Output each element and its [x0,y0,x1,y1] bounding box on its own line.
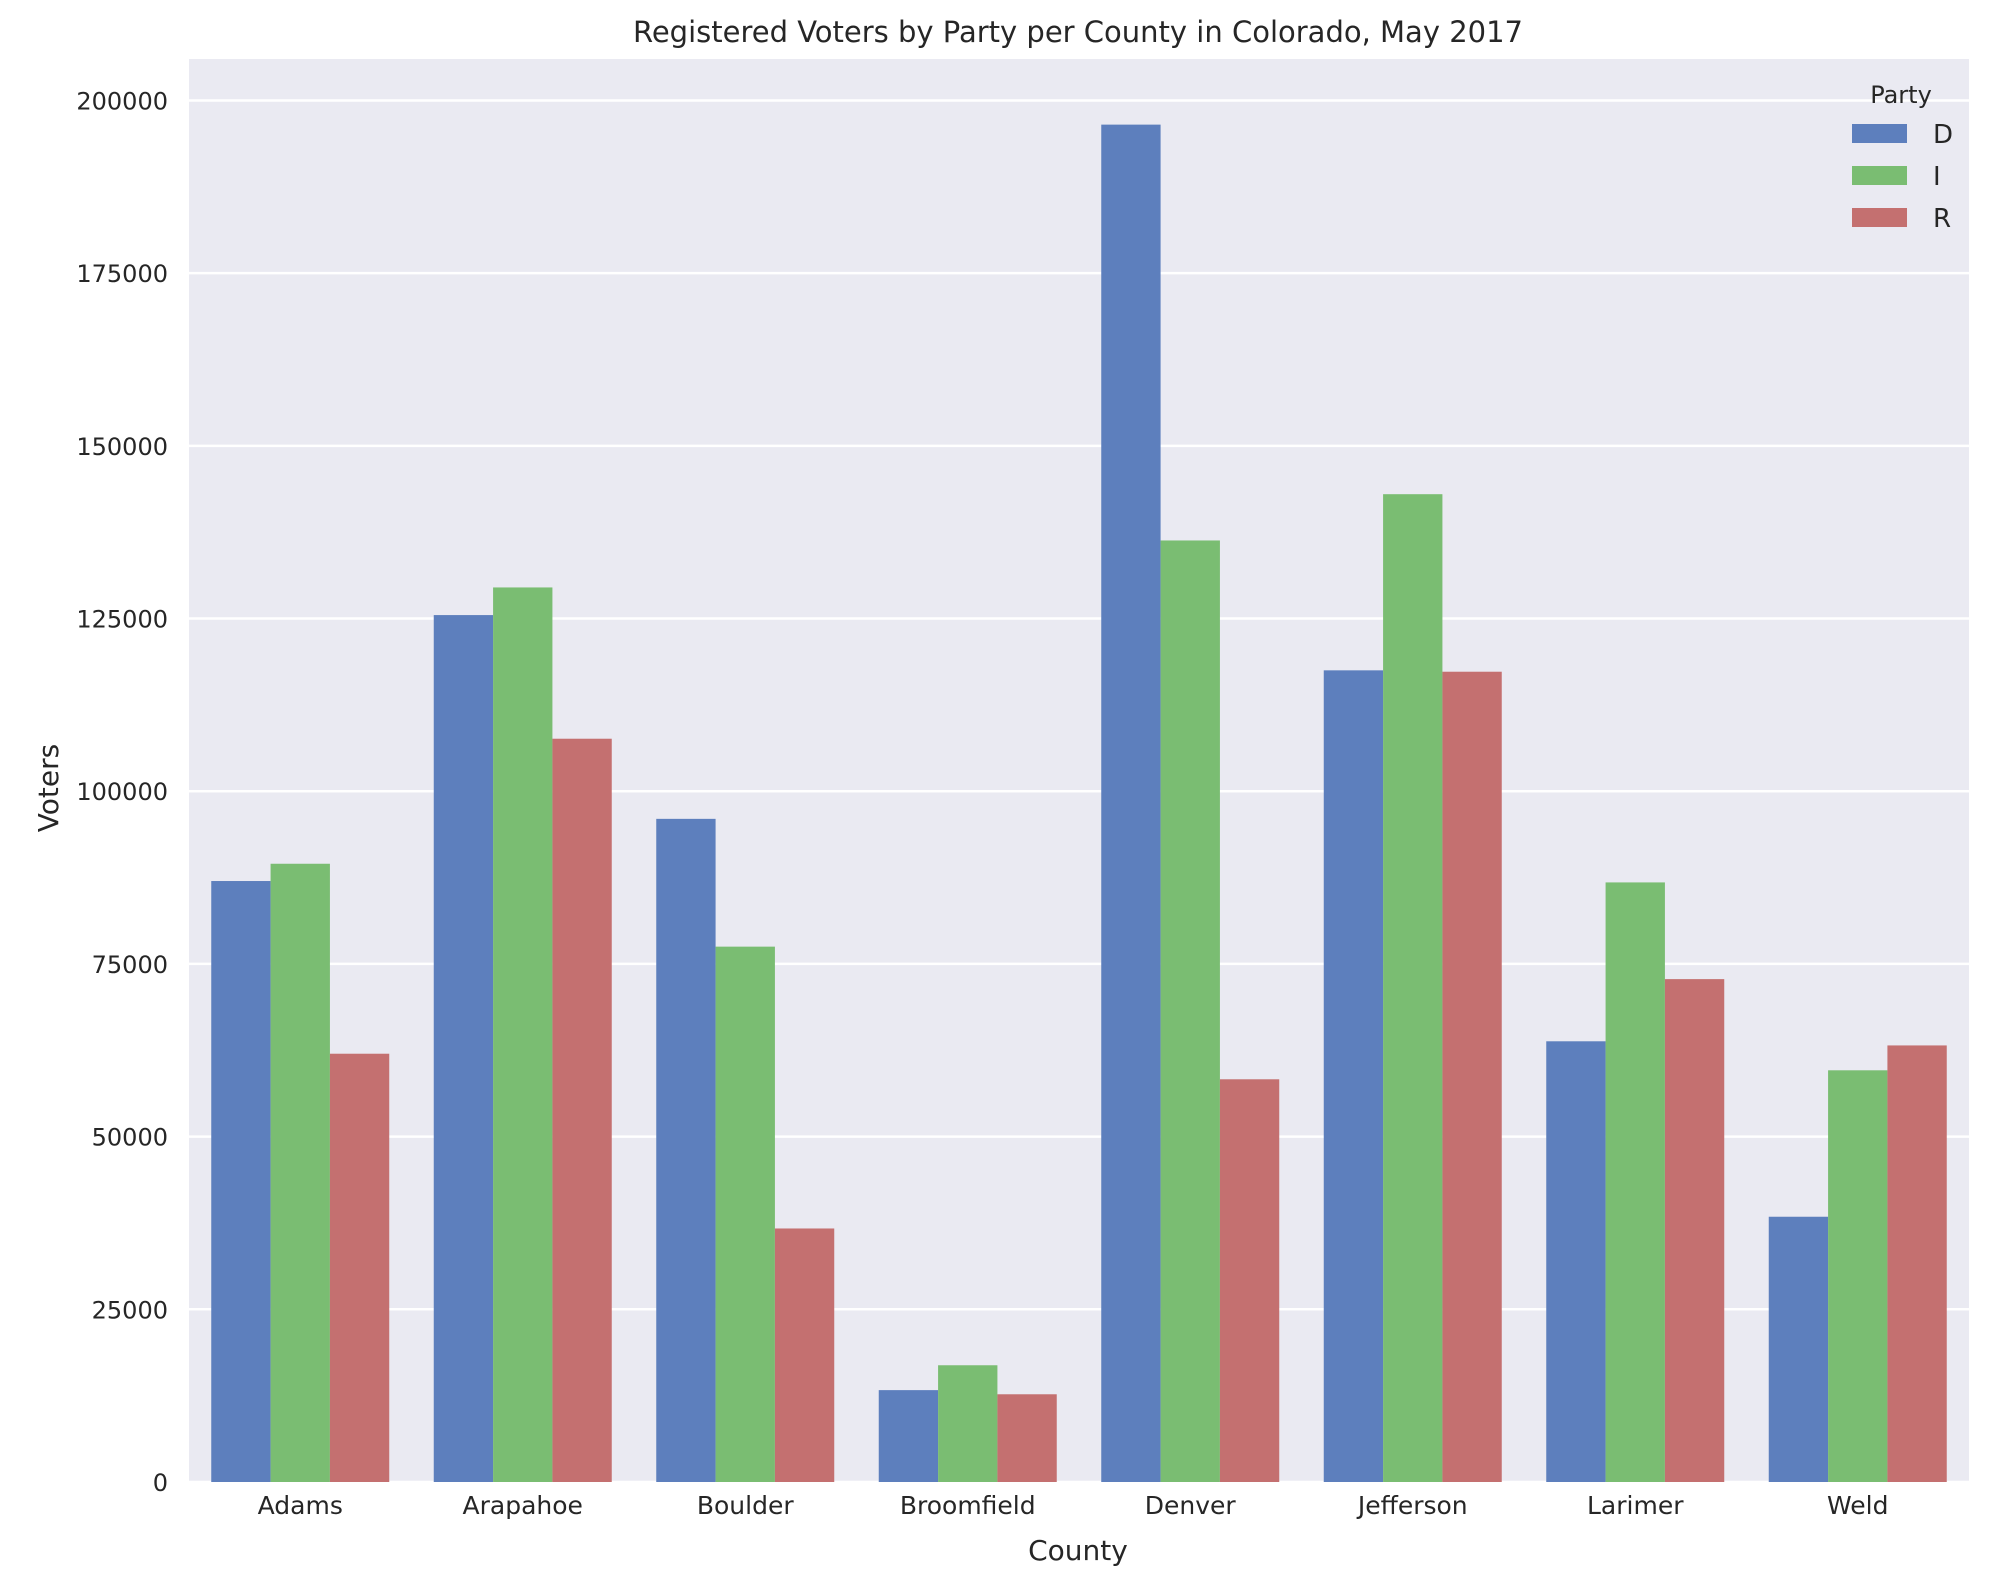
bar-denver-r [1219,1079,1280,1482]
legend-label: I [1933,162,1941,192]
bar-denver-d [1101,124,1161,1483]
y-tick-label: 125000 [76,606,168,634]
bar-adams-i [270,863,330,1482]
y-tick-label: 100000 [76,778,168,806]
bar-weld-i [1828,1070,1888,1482]
bar-arapahoe-r [552,738,612,1482]
bar-boulder-d [656,818,716,1482]
y-axis-label: Voters [32,744,65,832]
bar-broomfield-d [878,1390,939,1482]
bar-larimer-i [1605,882,1665,1482]
x-tick-labels: Adams Arapahoe Boulder Broomfield Denver Jeff… [258,1491,1889,1520]
legend-swatch-i [1852,166,1907,185]
bars [211,124,1947,1483]
y-tick-label: 175000 [76,260,168,288]
bar-adams-d [211,881,271,1482]
x-axis-label: County [1028,1534,1128,1566]
y-tick-label: 25000 [92,1296,168,1324]
legend-swatch-d [1852,124,1907,143]
bar-weld-d [1768,1216,1829,1482]
bar-jefferson-r [1442,671,1502,1482]
x-tick-label: Jefferson [1356,1491,1468,1520]
bar-jefferson-i [1383,494,1443,1482]
x-tick-label: Weld [1827,1491,1888,1520]
bar-denver-i [1160,540,1220,1482]
bar-weld-r [1887,1045,1947,1482]
y-tick-label: 50000 [92,1124,168,1152]
y-tick-labels: 0 25000 50000 75000 100000 125000 150000 175000… [76,87,168,1497]
y-tick-label: 150000 [76,433,168,461]
y-tick-label: 200000 [76,87,168,115]
bar-adams-r [329,1053,390,1482]
bar-broomfield-r [997,1394,1057,1482]
chart-title: Registered Voters by Party per County in… [633,15,1523,49]
y-tick-label: 0 [153,1469,168,1497]
x-tick-label: Larimer [1587,1491,1684,1520]
bar-jefferson-d [1323,670,1384,1482]
bar-arapahoe-i [493,587,553,1482]
legend-label: D [1933,120,1953,150]
legend: Party DIR [1852,81,1953,234]
x-tick-label: Adams [258,1491,343,1520]
x-tick-label: Arapahoe [463,1491,583,1520]
bar-arapahoe-d [433,615,494,1482]
legend-title: Party [1870,81,1932,109]
y-tick-label: 75000 [92,951,168,979]
legend-label: R [1933,204,1951,234]
x-tick-label: Broomfield [900,1491,1036,1520]
legend-swatch-r [1852,208,1907,227]
bar-larimer-d [1546,1041,1606,1482]
bar-boulder-r [774,1228,835,1482]
x-tick-label: Boulder [697,1491,794,1520]
bar-broomfield-i [938,1365,998,1482]
bar-larimer-r [1664,979,1725,1482]
x-tick-label: Denver [1145,1491,1237,1520]
bar-boulder-i [715,946,775,1482]
